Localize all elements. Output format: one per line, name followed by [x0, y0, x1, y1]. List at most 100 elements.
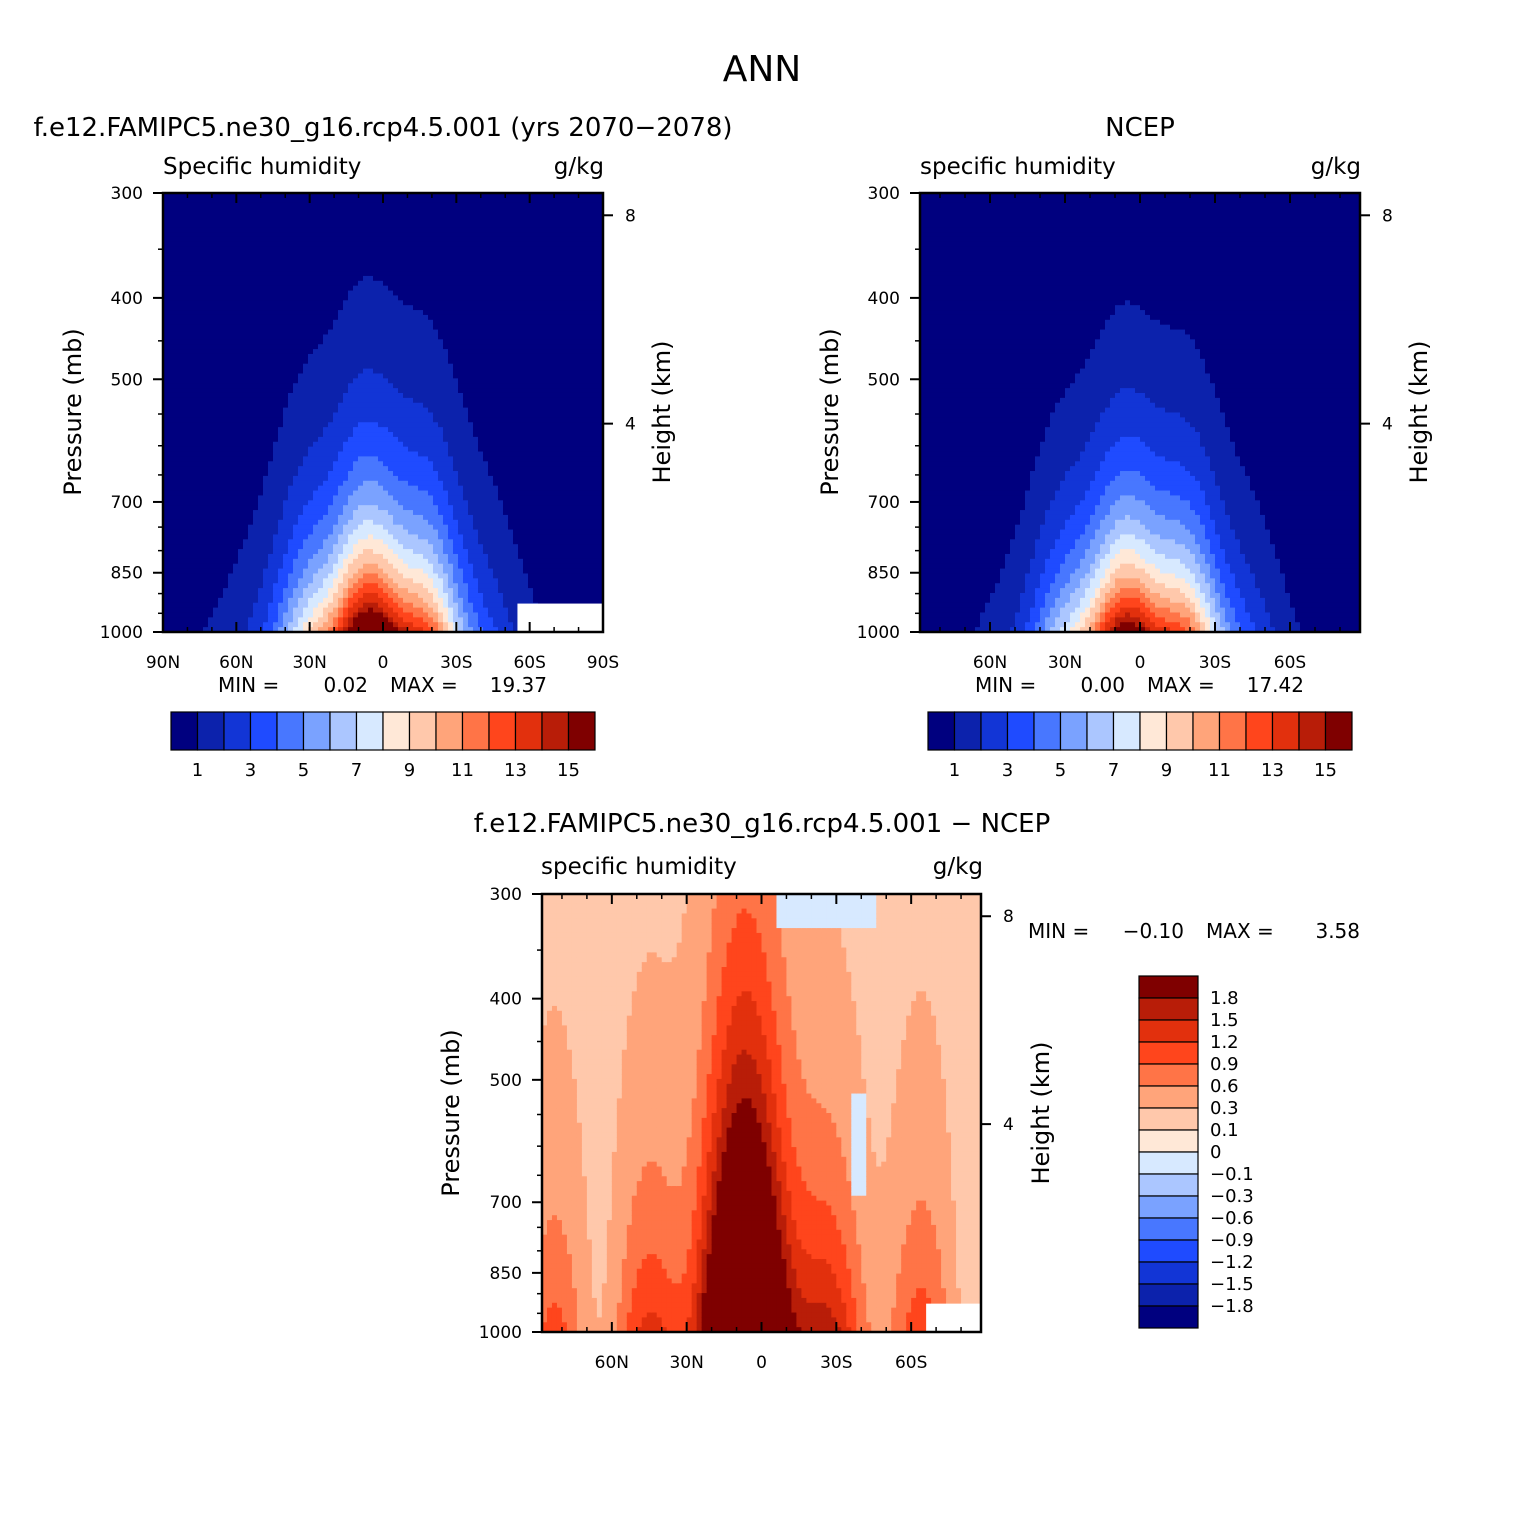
contour-cell	[293, 583, 299, 589]
contour-cell	[333, 553, 339, 560]
contour-cell	[263, 358, 269, 365]
contour-cell	[308, 451, 314, 457]
contour-cell	[373, 227, 379, 233]
contour-cell	[213, 422, 219, 428]
contour-cell	[183, 388, 189, 394]
contour-cell	[428, 202, 434, 209]
contour-cell	[423, 319, 429, 326]
contour-cell	[368, 388, 374, 394]
contour-cell	[393, 305, 399, 311]
contour-cell	[248, 427, 254, 433]
contour-cell	[163, 617, 169, 623]
contour-cell	[343, 412, 349, 418]
contour-cell	[403, 475, 409, 482]
contour-cell	[198, 222, 204, 228]
contour-cell	[168, 583, 174, 589]
contour-cell	[193, 261, 199, 267]
contour-cell	[163, 466, 169, 472]
contour-cell	[398, 280, 404, 287]
contour-cell	[433, 544, 439, 550]
contour-cell	[398, 612, 404, 618]
contour-cell	[403, 383, 409, 389]
contour-cell	[208, 251, 214, 258]
contour-cell	[308, 349, 314, 355]
contour-cell	[358, 622, 364, 628]
contour-cell	[288, 339, 294, 345]
contour-cell	[338, 573, 344, 579]
contour-cell	[423, 388, 429, 394]
contour-cell	[323, 475, 329, 482]
contour-cell	[273, 471, 279, 477]
contour-cell	[243, 597, 249, 604]
contour-cell	[238, 334, 244, 340]
contour-cell	[348, 602, 354, 609]
contour-cell	[318, 227, 324, 233]
contour-cell	[288, 300, 294, 306]
contour-cell	[398, 207, 404, 214]
contour-cell	[163, 558, 169, 565]
contour-cell	[193, 212, 199, 218]
contour-cell	[258, 378, 264, 384]
contour-cell	[433, 261, 439, 267]
contour-cell	[438, 227, 444, 233]
contour-cell	[273, 222, 279, 228]
contour-cell	[323, 236, 329, 243]
contour-cell	[353, 232, 359, 238]
contour-cell	[263, 427, 269, 433]
contour-cell	[428, 353, 434, 360]
contour-cell	[238, 578, 244, 584]
contour-cell	[363, 505, 369, 511]
contour-cell	[418, 305, 424, 311]
contour-cell	[398, 363, 404, 370]
contour-cell	[423, 441, 429, 448]
contour-cell	[353, 495, 359, 501]
contour-cell	[243, 607, 249, 614]
contour-cell	[218, 271, 224, 277]
contour-cell	[228, 617, 234, 623]
contour-cell	[348, 441, 354, 448]
contour-cell	[228, 612, 234, 618]
contour-cell	[288, 466, 294, 472]
contour-cell	[303, 373, 309, 379]
contour-cell	[393, 280, 399, 287]
contour-cell	[428, 607, 434, 614]
contour-cell	[293, 373, 299, 379]
contour-cell	[238, 539, 244, 545]
contour-cell	[333, 236, 339, 243]
contour-cell	[258, 539, 264, 545]
contour-cell	[393, 353, 399, 360]
contour-cell	[203, 285, 209, 292]
contour-cell	[168, 524, 174, 531]
contour-cell	[418, 500, 424, 506]
contour-cell	[398, 353, 404, 360]
contour-cell	[423, 485, 429, 492]
contour-cell	[368, 578, 374, 584]
contour-cell	[253, 373, 259, 379]
contour-cell	[333, 392, 339, 399]
contour-cell	[413, 461, 419, 467]
contour-cell	[328, 407, 334, 414]
contour-cell	[438, 383, 444, 389]
contour-cell	[388, 427, 394, 433]
contour-cell	[418, 412, 424, 418]
contour-cell	[373, 417, 379, 423]
contour-cell	[223, 378, 229, 384]
contour-cell	[393, 602, 399, 609]
contour-cell	[273, 597, 279, 604]
contour-cell	[373, 275, 379, 282]
contour-cell	[233, 607, 239, 614]
contour-cell	[268, 392, 274, 399]
contour-cell	[308, 300, 314, 306]
contour-cell	[378, 505, 384, 511]
contour-cell	[293, 295, 299, 301]
contour-cell	[303, 524, 309, 531]
contour-cell	[438, 202, 444, 209]
contour-cell	[333, 471, 339, 477]
contour-cell	[328, 422, 334, 428]
contour-cell	[238, 583, 244, 589]
contour-cell	[288, 427, 294, 433]
contour-cell	[168, 466, 174, 472]
contour-cell	[418, 578, 424, 584]
contour-cell	[253, 334, 259, 340]
contour-cell	[383, 451, 389, 457]
